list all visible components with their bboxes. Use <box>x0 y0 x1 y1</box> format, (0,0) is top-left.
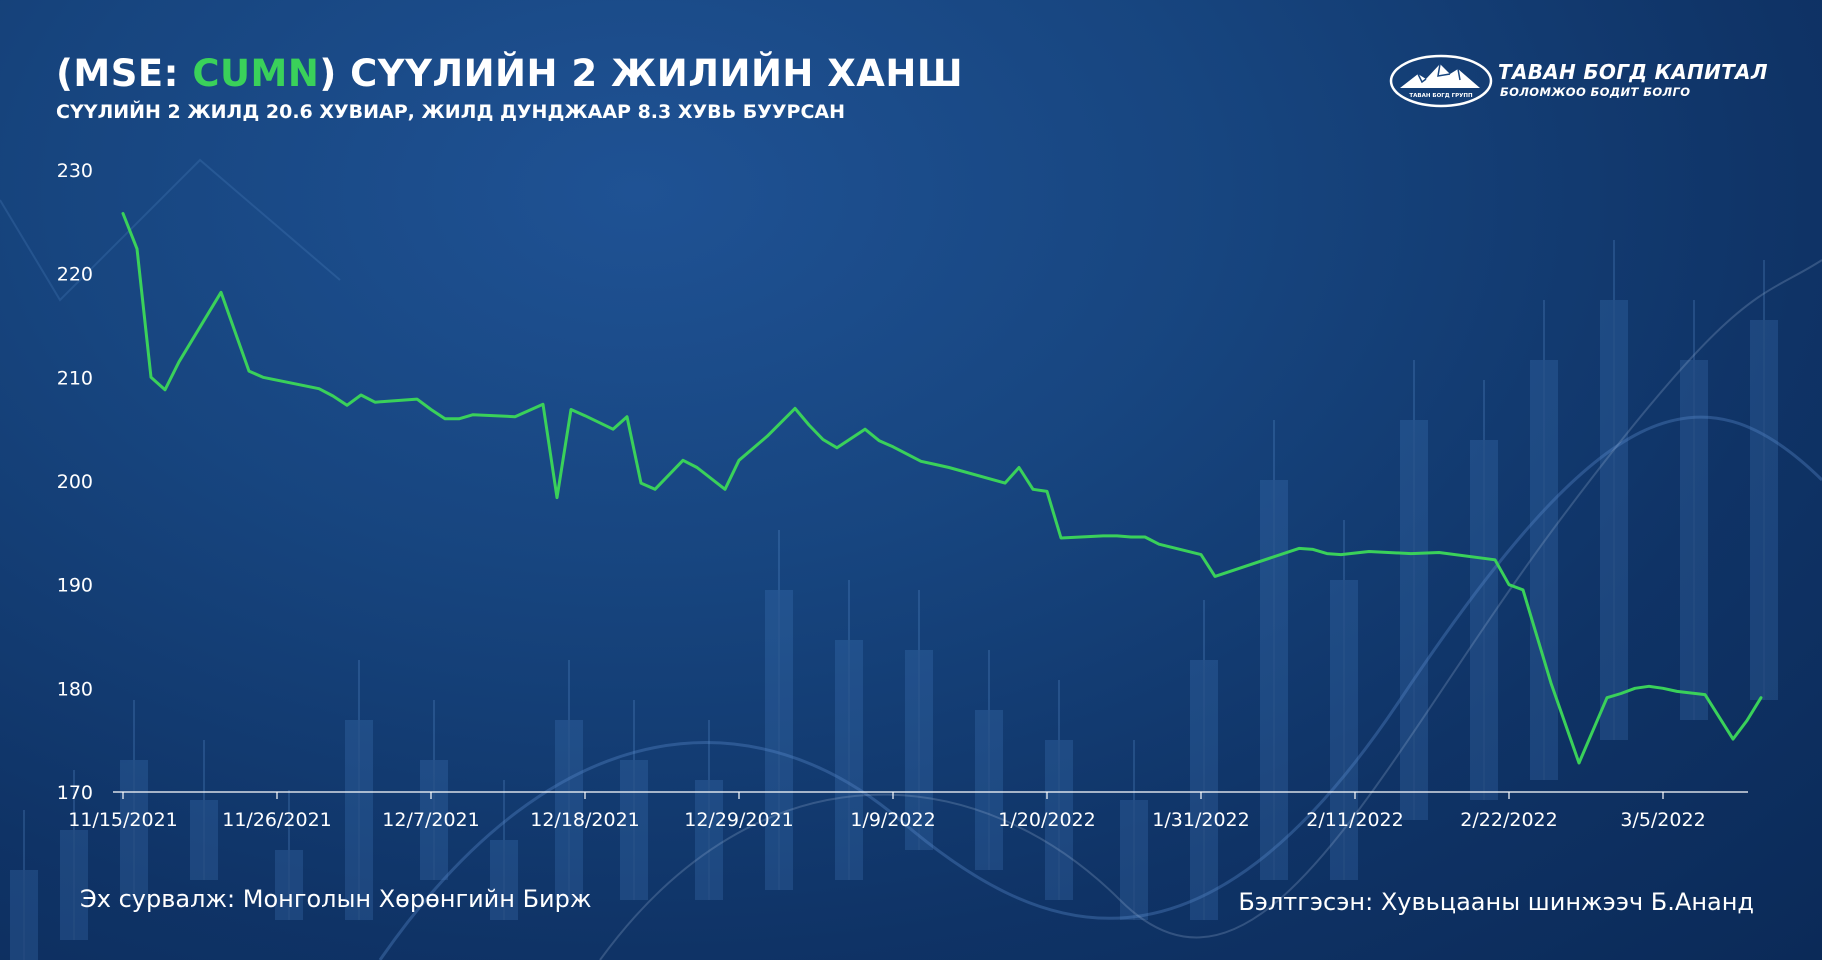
x-tick-label: 1/9/2022 <box>850 809 935 831</box>
title-suffix: ) СҮҮЛИЙН 2 ЖИЛИЙН ХАНШ <box>319 52 964 95</box>
logo-mark-text: ТАВАН БОГД ГРУПП <box>1409 93 1473 99</box>
x-tick-label: 3/5/2022 <box>1620 809 1705 831</box>
x-tick-label: 1/31/2022 <box>1152 809 1249 831</box>
logo-tagline: БОЛОМЖОО БОДИТ БОЛГО <box>1500 85 1691 99</box>
company-logo: ТАВАН БОГД ГРУПП ТАВАН БОГД КАПИТАЛ БОЛО… <box>1388 52 1767 110</box>
title-ticker: CUMN <box>192 52 320 95</box>
x-tick-label: 12/7/2021 <box>382 809 479 831</box>
title-prefix: (MSE: <box>56 52 193 95</box>
y-tick-label: 170 <box>57 782 93 804</box>
x-tick-label: 2/22/2022 <box>1460 809 1557 831</box>
source-note: Эх сурвалж: Монголын Хөрөнгийн Бирж <box>80 885 592 913</box>
author-note: Бэлтгэсэн: Хувьцааны шинжээч Б.Ананд <box>1238 888 1754 916</box>
x-tick-label: 1/20/2022 <box>998 809 1095 831</box>
price-line <box>121 212 1763 765</box>
x-tick-label: 2/11/2022 <box>1306 809 1403 831</box>
page-title: (MSE: CUMN) СҮҮЛИЙН 2 ЖИЛИЙН ХАНШ <box>56 52 963 95</box>
subtitle: СҮҮЛИЙН 2 ЖИЛД 20.6 ХУВИАР, ЖИЛД ДУНДЖАА… <box>56 101 845 123</box>
x-tick-label: 11/15/2021 <box>68 809 178 831</box>
logo-name: ТАВАН БОГД КАПИТАЛ <box>1498 60 1768 84</box>
x-tick-label: 12/18/2021 <box>530 809 640 831</box>
y-tick-label: 220 <box>57 264 93 286</box>
y-tick-label: 210 <box>57 367 93 389</box>
y-tick-label: 180 <box>57 678 93 700</box>
x-tick-label: 11/26/2021 <box>222 809 332 831</box>
x-axis: 11/15/2021 11/26/2021 12/7/2021 12/18/2021 1… <box>68 791 1748 831</box>
mountain-logo-icon: ТАВАН БОГД ГРУПП <box>1389 54 1493 108</box>
y-tick-label: 190 <box>57 575 93 597</box>
price-series <box>121 212 1763 765</box>
y-tick-label: 230 <box>57 160 93 182</box>
x-tick-label: 12/29/2021 <box>684 809 794 831</box>
y-tick-label: 200 <box>57 471 93 493</box>
y-axis: 170 180 190 200 210 220 230 <box>57 160 93 804</box>
